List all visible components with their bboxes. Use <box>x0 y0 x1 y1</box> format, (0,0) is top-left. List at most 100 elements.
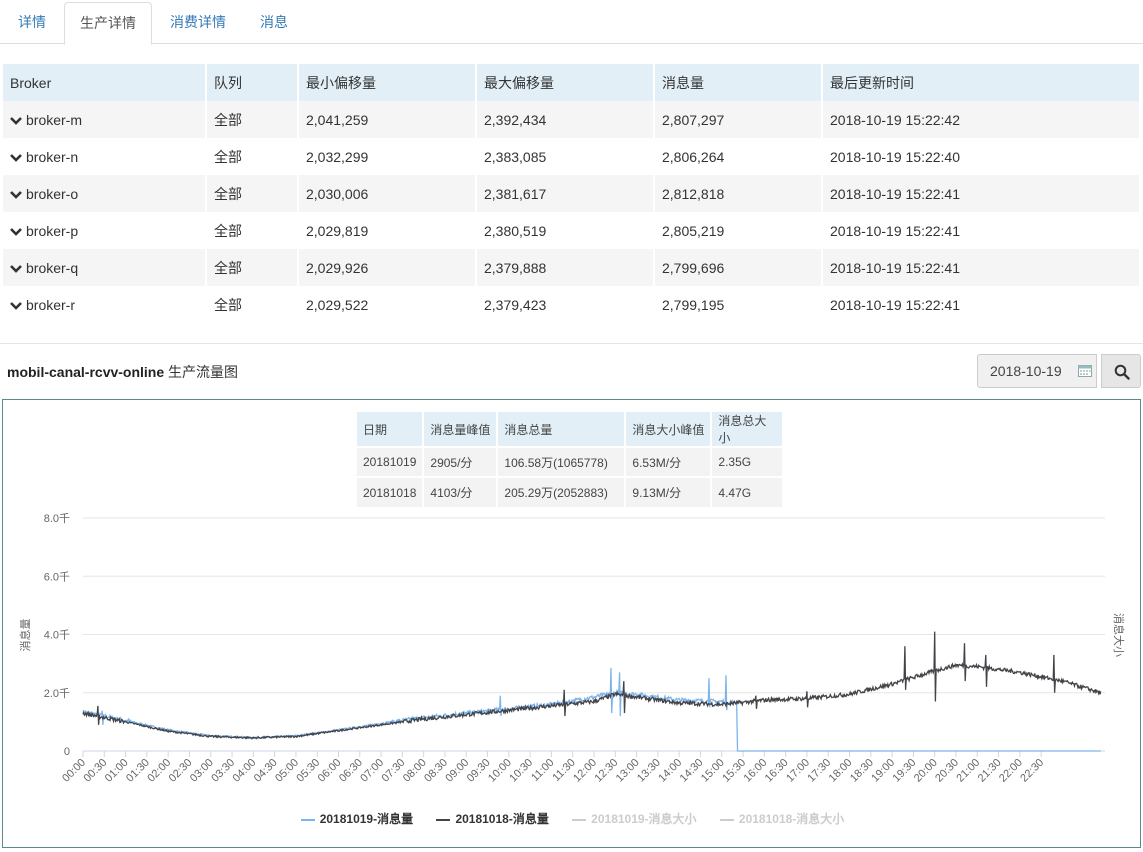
stats-table: 日期 消息量峰值 消息总量 消息大小峰值 消息总大小 20181019 2905… <box>357 412 785 507</box>
broker-name-cell[interactable]: broker-q <box>3 249 207 286</box>
broker-name: broker-p <box>26 222 79 239</box>
x-tick-label: 10:00 <box>486 757 514 785</box>
chevron-down-icon[interactable] <box>10 153 22 163</box>
x-tick-label: 12:00 <box>571 757 599 785</box>
chevron-down-icon[interactable] <box>10 116 22 126</box>
broker-row[interactable]: broker-r 全部 2,029,522 2,379,423 2,799,195 201… <box>3 286 1141 323</box>
broker-name: broker-q <box>26 259 79 276</box>
chevron-down-icon[interactable] <box>10 264 22 274</box>
x-tick-label: 22:00 <box>997 757 1025 785</box>
tab-production-details[interactable]: 生产详情 <box>64 2 152 45</box>
broker-cell: 2,380,519 <box>476 212 655 249</box>
legend-item-1018-count[interactable]: 20181018-消息量 <box>436 810 549 827</box>
x-tick-label: 02:00 <box>145 757 173 785</box>
broker-row[interactable]: broker-m 全部 2,041,259 2,392,434 2,807,297 201… <box>3 101 1141 138</box>
chevron-down-icon[interactable] <box>10 227 22 237</box>
col-max-offset: 最大偏移量 <box>476 64 655 101</box>
tab-messages[interactable]: 消息 <box>260 14 288 30</box>
legend-item-1019-count[interactable]: 20181019-消息量 <box>300 810 414 827</box>
stats-cell: 106.58万(1065778) <box>497 446 627 477</box>
broker-row[interactable]: broker-o 全部 2,030,006 2,381,617 2,812,818 201… <box>3 175 1141 212</box>
chart-panel: 0 2.0千 4.0千 6.0千 8.0千 消息量 消息大小 00:00 00:30 01:00 0… <box>2 399 1141 848</box>
x-tick-label: 00:30 <box>81 757 109 785</box>
broker-cell: 2,805,219 <box>654 212 823 249</box>
chevron-down-icon[interactable] <box>10 301 22 311</box>
broker-table: Broker 队列 最小偏移量 最大偏移量 消息量 最后更新时间 broker-… <box>3 64 1141 323</box>
broker-cell: 2,392,434 <box>476 101 655 138</box>
x-tick-label: 15:00 <box>699 757 727 785</box>
legend-item-1019-size[interactable]: 20181019-消息大小 <box>572 810 697 827</box>
stats-col-peak-count: 消息量峰值 <box>423 412 499 447</box>
col-queue: 队列 <box>206 64 299 101</box>
legend-swatch <box>436 818 451 821</box>
legend-label: 20181018-消息量 <box>455 812 549 826</box>
x-tick-label: 19:00 <box>869 757 897 785</box>
stats-cell: 6.53M/分 <box>625 446 713 477</box>
col-broker: Broker <box>3 64 207 101</box>
broker-cell: 2018-10-19 15:22:41 <box>822 212 1141 249</box>
broker-cell: 2,379,423 <box>476 286 655 323</box>
series-line-1 <box>82 631 1102 740</box>
broker-cell: 2,030,006 <box>298 175 477 212</box>
x-tick-label: 05:30 <box>294 757 322 785</box>
x-tick-label: 02:30 <box>167 757 195 785</box>
x-tick-label: 19:30 <box>891 757 919 785</box>
x-tick-label: 08:30 <box>422 757 450 785</box>
broker-cell: 2018-10-19 15:22:41 <box>822 175 1141 212</box>
search-button[interactable] <box>1101 354 1141 388</box>
x-tick-label: 21:30 <box>976 757 1004 785</box>
stats-header: 日期 消息量峰值 消息总量 消息大小峰值 消息总大小 <box>357 412 785 447</box>
x-tick-label: 05:00 <box>273 757 301 785</box>
broker-cell: 2,029,819 <box>298 212 477 249</box>
broker-cell: 2,029,926 <box>298 249 477 286</box>
broker-name-cell[interactable]: broker-p <box>3 212 207 249</box>
x-tick-label: 01:00 <box>103 757 131 785</box>
broker-cell: 2,807,297 <box>654 101 823 138</box>
broker-row[interactable]: broker-p 全部 2,029,819 2,380,519 2,805,219 201… <box>3 212 1141 249</box>
stats-cell: 2.35G <box>711 446 785 477</box>
stats-col-date: 日期 <box>357 412 425 447</box>
x-tick-label: 17:30 <box>805 757 833 785</box>
broker-name-cell[interactable]: broker-n <box>3 138 207 175</box>
legend-label: 20181019-消息量 <box>319 812 414 826</box>
stats-cell: 4103/分 <box>423 476 499 507</box>
x-tick-label: 14:00 <box>656 757 684 785</box>
x-tick-label: 16:00 <box>742 757 770 785</box>
broker-name-cell[interactable]: broker-m <box>3 101 207 138</box>
x-tick-label: 20:00 <box>912 757 940 785</box>
chart-title-suffix: 生产流量图 <box>164 364 239 380</box>
tab-consumption-details[interactable]: 消费详情 <box>170 14 226 30</box>
x-tick-label: 06:00 <box>316 757 344 785</box>
broker-name-cell[interactable]: broker-o <box>3 175 207 212</box>
x-tick-label: 15:30 <box>720 757 748 785</box>
broker-cell: 2,383,085 <box>476 138 655 175</box>
stats-cell: 4.47G <box>711 476 785 507</box>
broker-row[interactable]: broker-q 全部 2,029,926 2,379,888 2,799,696 201… <box>3 249 1141 286</box>
broker-row[interactable]: broker-n 全部 2,032,299 2,383,085 2,806,264 201… <box>3 138 1141 175</box>
y-tick-label: 0 <box>64 746 70 758</box>
broker-cell: 全部 <box>206 138 299 175</box>
divider <box>0 343 1143 344</box>
x-tick-label: 04:00 <box>231 757 259 785</box>
broker-name: broker-m <box>26 111 83 128</box>
col-min-offset: 最小偏移量 <box>298 64 477 101</box>
y-tick-label: 4.0千 <box>44 629 70 642</box>
col-message-count: 消息量 <box>654 64 823 101</box>
tab-details[interactable]: 详情 <box>18 14 46 30</box>
y-tick-label: 2.0千 <box>44 687 70 700</box>
x-tick-label: 14:30 <box>678 757 706 785</box>
stats-cell: 20181019 <box>357 446 425 477</box>
chevron-down-icon[interactable] <box>10 190 22 200</box>
broker-cell: 2018-10-19 15:22:41 <box>822 249 1141 286</box>
topic-name: mobil-canal-rcvv-online <box>7 364 165 380</box>
series-line-0-tail <box>736 702 1101 752</box>
legend-item-1018-size[interactable]: 20181018-消息大小 <box>719 810 844 827</box>
x-tick-label: 09:00 <box>443 757 471 785</box>
broker-name-cell[interactable]: broker-r <box>3 286 207 323</box>
broker-cell: 2,806,264 <box>654 138 823 175</box>
calendar-icon[interactable] <box>1078 364 1092 377</box>
x-tick-label: 07:00 <box>358 757 386 785</box>
x-tick-label: 18:00 <box>827 757 855 785</box>
date-input[interactable]: 2018-10-19 <box>977 354 1097 388</box>
